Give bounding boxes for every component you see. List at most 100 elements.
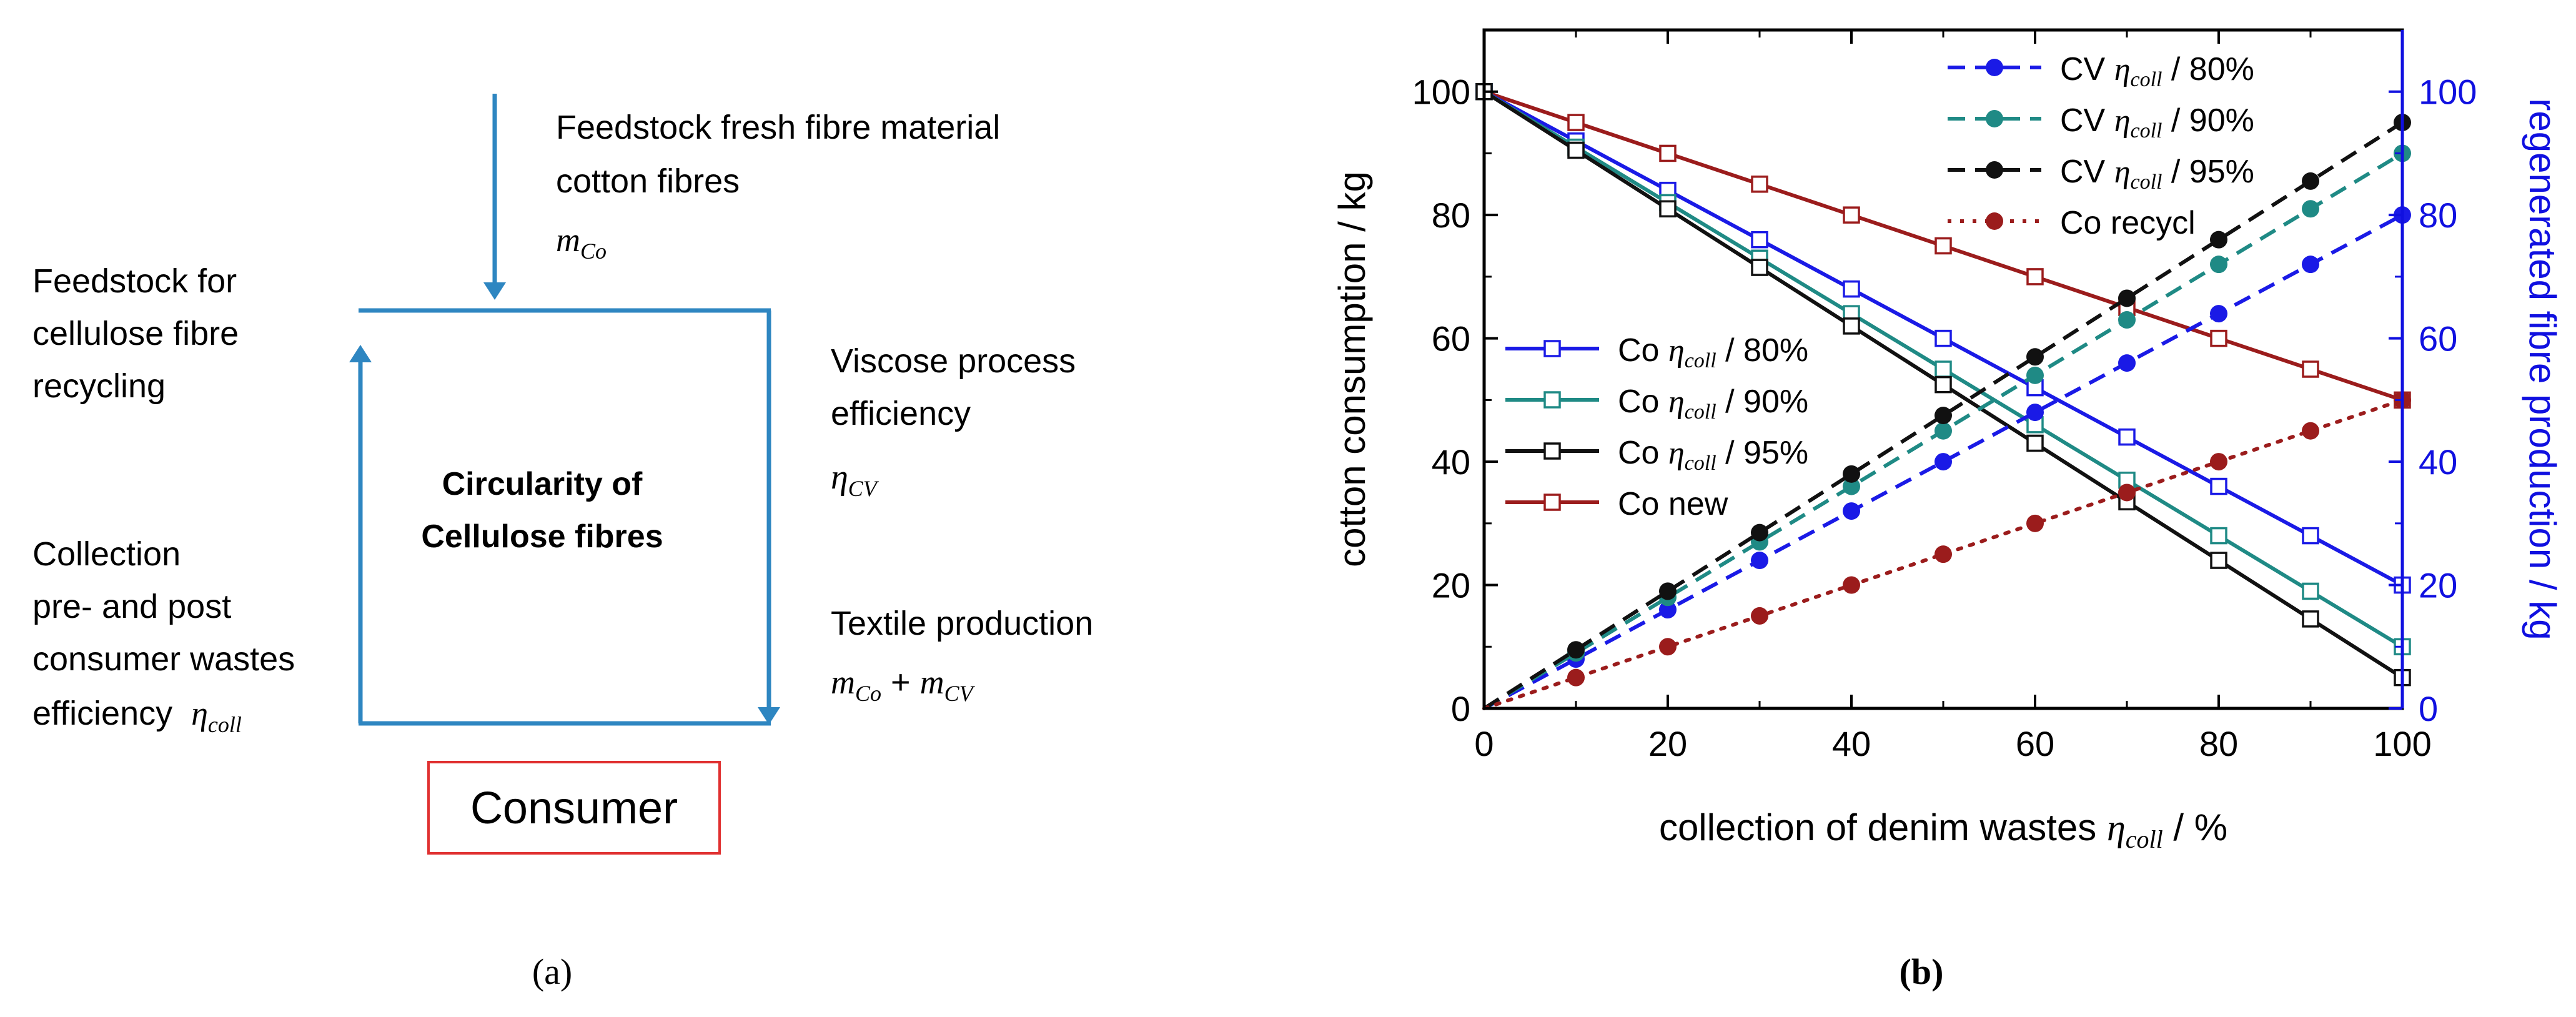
- legend-label: CV ηcoll / 80%: [2060, 51, 2254, 91]
- y-left-tick-label: 60: [1432, 319, 1470, 359]
- x-tick-label: 80: [2199, 724, 2238, 763]
- data-point: [2118, 484, 2136, 502]
- y-right-tick-label: 40: [2419, 442, 2457, 482]
- center-title-line2: Cellulose fibres: [421, 518, 663, 555]
- data-point: [1567, 114, 1585, 131]
- data-point: [2026, 268, 2044, 285]
- data-point: [2118, 311, 2136, 329]
- box-left-arrow-head: [349, 345, 372, 362]
- legend-entry: Co new: [1505, 486, 1728, 522]
- data-point: [2210, 329, 2227, 347]
- data-point: [2302, 172, 2319, 190]
- data-point: [2210, 453, 2227, 471]
- y-left-tick-label: 20: [1432, 566, 1470, 605]
- legend-marker: [1543, 340, 1561, 357]
- legend-entry: CV ηcoll / 90%: [1948, 102, 2254, 142]
- series-7: [1482, 391, 2411, 710]
- data-point: [1934, 453, 1952, 471]
- data-point: [1751, 552, 1768, 570]
- x-tick-label: 0: [1474, 724, 1494, 763]
- data-point: [1934, 545, 1952, 563]
- textile-production-label: Textile production: [831, 605, 1093, 642]
- collection-line2: pre- and post: [32, 588, 231, 625]
- data-point: [1843, 206, 1860, 224]
- data-point: [1567, 641, 1585, 659]
- data-point: [2302, 200, 2319, 218]
- legends: CV ηcoll / 80% CV ηcoll / 90% CV ηcoll / 9…: [1505, 51, 2254, 522]
- y-right-tick-label: 80: [2419, 196, 2457, 235]
- data-point: [2302, 527, 2319, 545]
- data-point: [1934, 329, 1952, 347]
- legend-label: Co recycl: [2060, 205, 2196, 241]
- data-point: [2026, 404, 2044, 422]
- y-right-tick-label: 20: [2419, 566, 2457, 605]
- panel-b-label: (b): [1900, 951, 1944, 992]
- collection-line1: Collection: [32, 535, 181, 573]
- data-point: [1751, 176, 1768, 193]
- data-point: [2302, 610, 2319, 628]
- series-line: [1483, 213, 2404, 710]
- data-point: [2026, 514, 2044, 532]
- series-6: [1483, 114, 2411, 710]
- data-point: [1659, 144, 1677, 162]
- y-right-tick-label: 100: [2419, 72, 2477, 112]
- y-left-tick-label: 80: [1432, 196, 1470, 235]
- consumer-box: [427, 761, 721, 855]
- data-point: [2210, 255, 2227, 274]
- data-point: [2118, 428, 2136, 446]
- data-point: [1659, 200, 1677, 218]
- data-point: [1659, 601, 1677, 619]
- y-axis-right-label: regenerated fibre production / kg: [2522, 98, 2564, 640]
- legend-label: Co ηcoll / 90%: [1618, 384, 1808, 424]
- data-point: [2026, 434, 2044, 452]
- data-point: [2302, 360, 2319, 378]
- y-right-tick-label: 0: [2419, 689, 2438, 728]
- data-point: [1934, 237, 1952, 255]
- center-title-line1: Circularity of: [442, 466, 643, 502]
- legend-label: Co ηcoll / 95%: [1618, 435, 1808, 475]
- data-point: [1843, 477, 1860, 495]
- data-point: [1843, 317, 1860, 335]
- data-point: [1567, 141, 1585, 159]
- feedstock-fresh-line1: Feedstock fresh fibre material: [556, 109, 1000, 146]
- x-tick-label: 40: [1832, 724, 1871, 763]
- series-0: [1475, 82, 2411, 409]
- data-point: [1843, 502, 1860, 520]
- panel-a-label: (a): [532, 951, 572, 992]
- data-point: [2210, 231, 2227, 249]
- legend-marker: [1986, 161, 2003, 179]
- data-point: [1567, 668, 1585, 687]
- data-point: [2302, 582, 2319, 600]
- x-tick-label: 20: [1648, 724, 1687, 763]
- legend-marker: [1986, 212, 2003, 230]
- data-point: [2026, 366, 2044, 384]
- y-left-tick-label: 0: [1451, 689, 1470, 728]
- data-point: [1843, 576, 1860, 594]
- data-point: [2210, 305, 2227, 323]
- feedstock-fresh-line2: cotton fibres: [556, 162, 740, 200]
- data-point: [1843, 280, 1860, 298]
- series-line: [1483, 121, 2404, 710]
- legend-entry: CV ηcoll / 80%: [1948, 51, 2254, 91]
- collection-line4: efficiency ηcoll: [32, 695, 242, 737]
- series-2: [1475, 82, 2411, 656]
- feedstock-recycling-line2: cellulose fibre: [32, 315, 239, 352]
- consumer-label: Consumer: [470, 783, 678, 833]
- data-point: [1751, 231, 1768, 249]
- series-line: [1482, 398, 2404, 710]
- x-axis-label: collection of denim wastes ηcoll / %: [1659, 806, 2227, 853]
- data-point: [1751, 523, 1768, 542]
- feedstock-recycling-line1: Feedstock for: [32, 262, 237, 300]
- data-point: [1751, 607, 1768, 625]
- collection-line3: consumer wastes: [32, 640, 295, 678]
- data-point: [1934, 422, 1952, 440]
- x-tick-label: 60: [2016, 724, 2054, 763]
- legend-label: Co new: [1618, 486, 1728, 522]
- legend-entry: Co ηcoll / 95%: [1505, 435, 1808, 475]
- box-right-arrow-head: [758, 707, 780, 725]
- data-point: [1843, 465, 1860, 483]
- legend-label: CV ηcoll / 90%: [2060, 102, 2254, 142]
- series-5: [1483, 144, 2411, 710]
